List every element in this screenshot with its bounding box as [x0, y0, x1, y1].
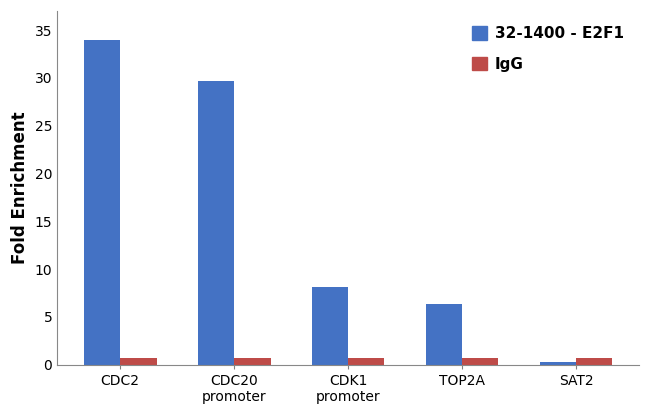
Bar	[462, 358, 499, 365]
Bar	[311, 287, 348, 365]
Bar	[348, 358, 385, 365]
Bar	[540, 362, 576, 365]
Legend: 32-1400 - E2F1, IgG: 32-1400 - E2F1, IgG	[464, 19, 631, 79]
Bar	[84, 40, 120, 365]
Bar	[576, 358, 612, 365]
Bar	[120, 358, 157, 365]
Y-axis label: Fold Enrichment: Fold Enrichment	[11, 112, 29, 264]
Bar	[426, 303, 462, 365]
Bar	[234, 358, 270, 365]
Bar	[198, 81, 234, 365]
